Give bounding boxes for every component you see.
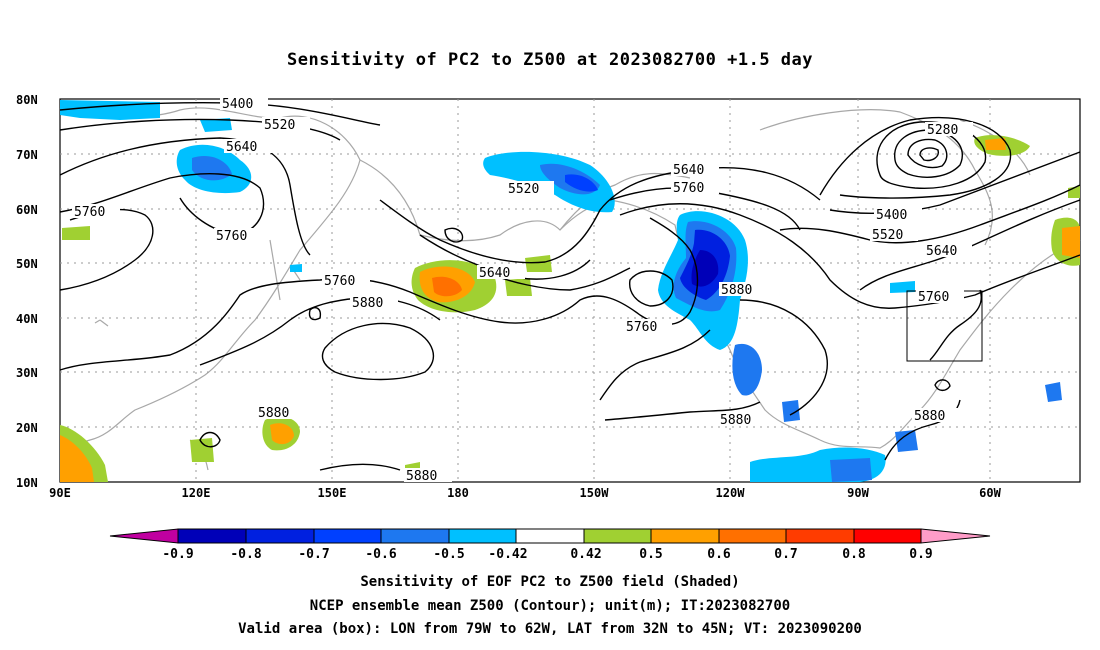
colorbar-label: -0.7 xyxy=(298,547,329,562)
colorbar-label: 0.42 xyxy=(570,547,601,562)
shade-patch-positive xyxy=(1062,226,1080,258)
shade-patch-negative xyxy=(691,250,719,287)
contour-label: 5400 xyxy=(876,208,907,223)
lon-label: 150E xyxy=(318,486,347,500)
colorbar-bin xyxy=(515,528,585,544)
colorbar-min-arrow xyxy=(109,528,179,544)
contour-label: 5520 xyxy=(872,228,903,243)
lon-label: 150W xyxy=(580,486,610,500)
lon-label: 120E xyxy=(182,486,211,500)
contour-label: 5640 xyxy=(673,163,704,178)
shade-patch-positive xyxy=(190,438,214,462)
lat-label: 50N xyxy=(16,257,38,271)
contour-label: 5760 xyxy=(216,229,247,244)
colorbar-label: -0.6 xyxy=(365,547,396,562)
lon-label: 90E xyxy=(49,486,71,500)
colorbar-bin xyxy=(853,528,922,544)
colorbar-bin xyxy=(448,528,517,544)
footer-line-valid-area: Valid area (box): LON from 79W to 62W, L… xyxy=(238,621,862,637)
shade-patch-positive xyxy=(62,226,90,240)
lat-label: 60N xyxy=(16,203,38,217)
colorbar-bin xyxy=(313,528,382,544)
shade-patch-negative xyxy=(895,430,918,452)
colorbar-label: -0.42 xyxy=(488,547,527,562)
lat-label: 20N xyxy=(16,421,38,435)
colorbar-bin xyxy=(380,528,450,544)
footer-line-shading: Sensitivity of EOF PC2 to Z500 field (Sh… xyxy=(360,574,740,590)
contour-label-group: 5400 5520 5640 5760 5760 5760 5880 5640 … xyxy=(72,96,973,484)
footer-line-contour: NCEP ensemble mean Z500 (Contour); unit(… xyxy=(309,598,791,614)
shade-patch-positive xyxy=(505,278,532,296)
contour-label: 5760 xyxy=(626,320,657,335)
contour-label: 5640 xyxy=(926,244,957,259)
colorbar-label: 0.5 xyxy=(639,547,662,562)
sensitivity-shading xyxy=(60,100,1080,482)
colorbar-max-arrow xyxy=(920,528,991,544)
colorbar-bin xyxy=(785,528,855,544)
contour-label: 5640 xyxy=(226,140,257,155)
shade-patch-negative xyxy=(782,400,800,422)
shade-patch-negative xyxy=(732,343,762,396)
contour-label: 5880 xyxy=(258,406,289,421)
longitude-labels: 90E 120E 150E 180 150W 120W 90W 60W xyxy=(49,486,1001,500)
lat-label: 30N xyxy=(16,366,38,380)
contour-label: 5760 xyxy=(918,290,949,305)
shade-patch-positive xyxy=(985,138,1006,150)
colorbar-label: -0.8 xyxy=(230,547,261,562)
colorbar-bin xyxy=(718,528,787,544)
lat-label: 70N xyxy=(16,148,38,162)
colorbar-label: 0.7 xyxy=(774,547,797,562)
contour-label: 5880 xyxy=(720,413,751,428)
contour-label: 5760 xyxy=(324,274,355,289)
colorbar-labels: -0.9 -0.8 -0.7 -0.6 -0.5 -0.42 0.42 0.5 … xyxy=(162,547,932,562)
colorbar-bin xyxy=(177,528,247,544)
contour-label: 5400 xyxy=(222,97,253,112)
gridlines xyxy=(60,99,1080,482)
contour-label: 5880 xyxy=(721,283,752,298)
latitude-labels: 80N 70N 60N 50N 40N 30N 20N 10N xyxy=(16,93,38,490)
colorbar-label: -0.5 xyxy=(433,547,464,562)
shade-patch-positive xyxy=(525,255,552,272)
lat-label: 40N xyxy=(16,312,38,326)
colorbar-label: -0.9 xyxy=(162,547,193,562)
colorbar-label: 0.8 xyxy=(842,547,866,562)
shade-patch-positive xyxy=(432,276,462,297)
colorbar-bin xyxy=(650,528,720,544)
contour-label: 5880 xyxy=(352,296,383,311)
shade-patch-negative xyxy=(890,281,915,293)
colorbar-label: 0.9 xyxy=(909,547,932,562)
contour-label: 5880 xyxy=(406,469,437,484)
lat-label: 80N xyxy=(16,93,38,107)
contour-label: 5520 xyxy=(264,118,295,133)
lat-label: 10N xyxy=(16,476,38,490)
lon-label: 180 xyxy=(447,486,469,500)
shade-patch-negative xyxy=(830,458,872,482)
shade-patch-negative xyxy=(200,118,232,132)
contour-label: 5520 xyxy=(508,182,539,197)
contour-label: 5760 xyxy=(74,205,105,220)
shade-patch-negative xyxy=(1045,382,1062,402)
z500-contours xyxy=(59,102,1081,471)
contour-label: 5760 xyxy=(673,181,704,196)
map-title: Sensitivity of PC2 to Z500 at 2023082700… xyxy=(286,50,813,70)
shade-patch-positive xyxy=(270,423,294,445)
contour-label: 5880 xyxy=(914,409,945,424)
colorbar-bin xyxy=(245,528,315,544)
shade-patch-negative xyxy=(290,264,302,272)
lon-label: 120W xyxy=(716,486,746,500)
shade-patch-negative xyxy=(565,174,598,192)
shade-patch-negative xyxy=(60,100,160,120)
lon-label: 90W xyxy=(847,486,869,500)
colorbar-label: 0.6 xyxy=(707,547,731,562)
colorbar-bin xyxy=(583,528,652,544)
lon-label: 60W xyxy=(979,486,1001,500)
contour-label: 5280 xyxy=(927,123,958,138)
shade-patch-positive xyxy=(60,435,94,482)
contour-label: 5640 xyxy=(479,266,510,281)
colorbar xyxy=(109,528,991,544)
